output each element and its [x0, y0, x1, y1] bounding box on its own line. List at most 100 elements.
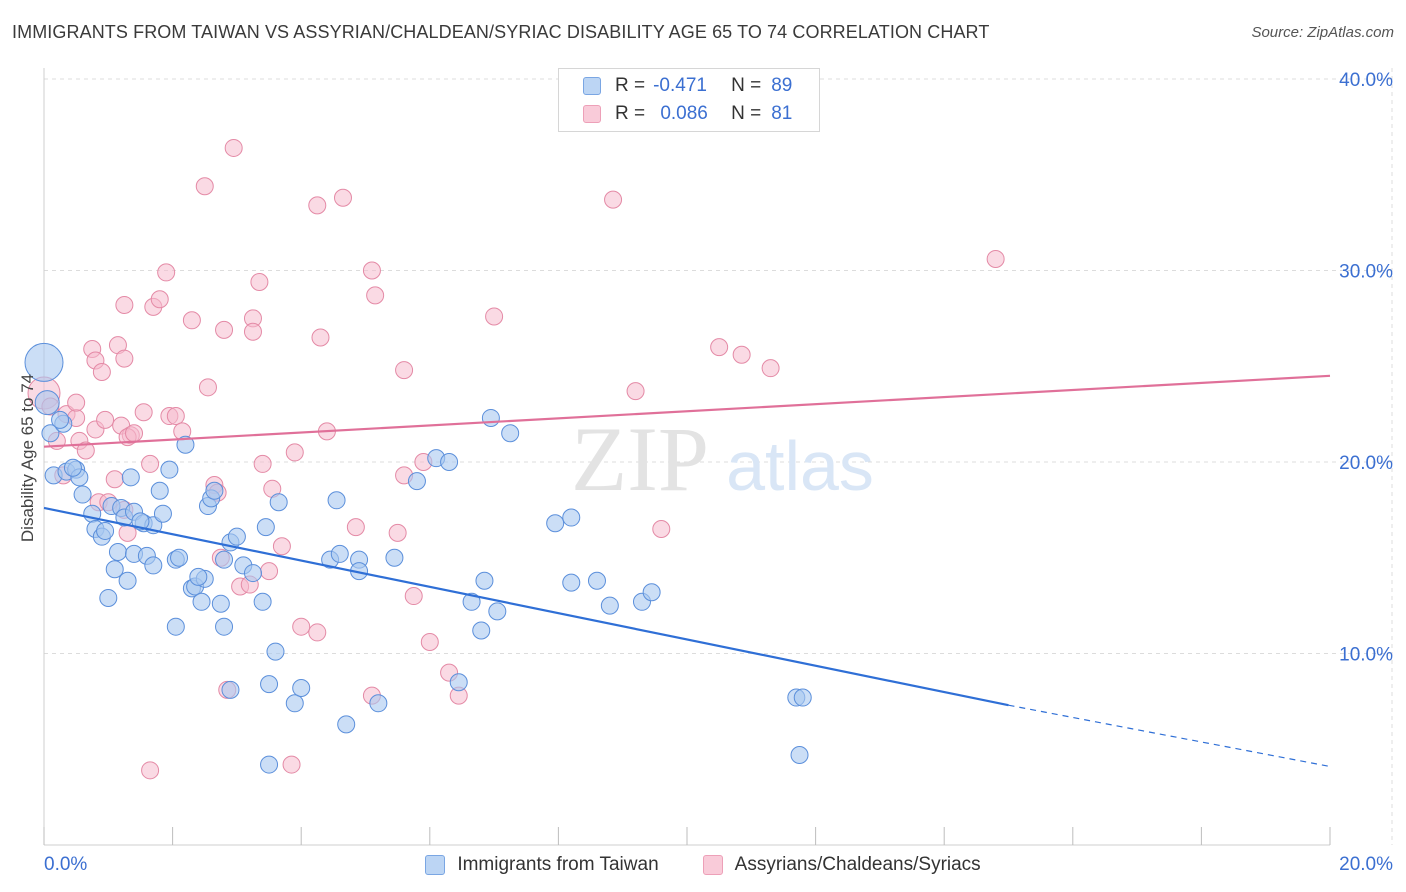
- point-taiwan: [73, 485, 92, 504]
- point-assyrians: [260, 562, 279, 581]
- series-taiwan-points: [24, 342, 812, 774]
- point-taiwan: [170, 548, 189, 567]
- point-assyrians: [282, 755, 301, 774]
- point-taiwan: [475, 571, 494, 590]
- point-taiwan: [166, 617, 185, 636]
- legend-label-assyrians: Assyrians/Chaldeans/Syriacs: [734, 854, 981, 875]
- point-taiwan: [118, 571, 137, 590]
- point-assyrians: [395, 361, 414, 380]
- point-taiwan: [369, 694, 388, 713]
- point-assyrians: [141, 454, 160, 473]
- point-taiwan: [488, 602, 507, 621]
- series-legend: Immigrants from Taiwan Assyrians/Chaldea…: [0, 850, 1406, 880]
- point-assyrians: [285, 443, 304, 462]
- point-taiwan: [642, 583, 661, 602]
- watermark-atlas: atlas: [726, 427, 874, 505]
- point-taiwan: [449, 673, 468, 692]
- point-assyrians: [366, 286, 385, 305]
- point-taiwan: [108, 543, 127, 562]
- point-assyrians: [604, 190, 623, 209]
- point-assyrians: [308, 623, 327, 642]
- point-assyrians: [253, 454, 272, 473]
- point-taiwan: [221, 680, 240, 699]
- y-axis-label: Disability Age 65 to 74: [18, 374, 37, 542]
- point-taiwan: [105, 560, 124, 579]
- point-taiwan: [153, 504, 172, 523]
- point-assyrians: [272, 537, 291, 556]
- point-taiwan: [330, 544, 349, 563]
- point-assyrians: [215, 320, 234, 339]
- point-assyrians: [76, 441, 95, 460]
- point-taiwan: [337, 715, 356, 734]
- point-taiwan: [215, 550, 234, 569]
- n-value-assyrians: 81: [771, 103, 793, 124]
- point-taiwan: [407, 472, 426, 491]
- r-label: R =: [615, 75, 646, 96]
- swatch-taiwan: [583, 77, 601, 95]
- point-assyrians: [115, 349, 134, 368]
- point-taiwan: [189, 567, 208, 586]
- point-taiwan: [327, 491, 346, 510]
- trend-line-taiwan: [43, 506, 1009, 707]
- x-tick-label: 20.0%: [1339, 854, 1393, 875]
- trend-line-taiwan-extension: [1008, 704, 1331, 768]
- legend-swatch-assyrians: [702, 855, 723, 875]
- point-taiwan: [176, 435, 195, 454]
- point-taiwan: [215, 617, 234, 636]
- point-taiwan: [243, 564, 262, 583]
- point-taiwan: [562, 508, 581, 527]
- y-tick-label: 20.0%: [1339, 453, 1393, 474]
- point-assyrians: [182, 311, 201, 330]
- trend-line-assyrians: [43, 374, 1331, 448]
- swatch-assyrians: [583, 105, 601, 123]
- point-taiwan: [144, 556, 163, 575]
- stats-row-taiwan: R = -0.471 N = 89: [583, 71, 792, 101]
- point-taiwan: [285, 694, 304, 713]
- point-assyrians: [92, 362, 111, 381]
- point-taiwan: [24, 342, 64, 382]
- n-label: N =: [731, 103, 762, 124]
- stats-legend: R = -0.471 N = 89 R = 0.086 N = 81: [558, 68, 820, 132]
- y-tick-label: 40.0%: [1339, 70, 1393, 91]
- point-taiwan: [546, 514, 565, 533]
- n-label: N =: [731, 75, 762, 96]
- watermark: ZIP atlas: [571, 408, 874, 510]
- point-taiwan: [131, 512, 150, 531]
- r-value-assyrians: 0.086: [660, 103, 708, 124]
- point-assyrians: [626, 382, 645, 401]
- point-taiwan: [462, 592, 481, 611]
- point-taiwan: [481, 408, 500, 427]
- point-assyrians: [96, 410, 115, 429]
- point-assyrians: [333, 188, 352, 207]
- point-taiwan: [790, 745, 809, 764]
- point-taiwan: [256, 518, 275, 537]
- point-assyrians: [243, 322, 262, 341]
- point-taiwan: [587, 571, 606, 590]
- point-assyrians: [652, 520, 671, 539]
- point-taiwan: [63, 458, 82, 477]
- point-taiwan: [227, 527, 246, 546]
- point-taiwan: [440, 453, 459, 471]
- point-taiwan: [600, 596, 619, 615]
- point-taiwan: [51, 410, 70, 429]
- point-taiwan: [34, 390, 60, 416]
- point-assyrians: [134, 403, 153, 422]
- point-taiwan: [260, 675, 279, 694]
- watermark-zip: ZIP: [571, 408, 709, 510]
- point-assyrians: [195, 177, 214, 196]
- legend-label-taiwan: Immigrants from Taiwan: [457, 854, 659, 875]
- point-assyrians: [485, 307, 504, 326]
- n-value-taiwan: 89: [771, 75, 793, 96]
- r-label: R =: [615, 103, 646, 124]
- point-assyrians: [292, 617, 311, 636]
- point-assyrians: [308, 196, 327, 215]
- r-value-taiwan: -0.471: [653, 75, 707, 96]
- point-assyrians: [67, 393, 86, 412]
- point-assyrians: [105, 470, 124, 489]
- point-taiwan: [211, 594, 230, 613]
- legend-item-taiwan: Immigrants from Taiwan: [425, 854, 659, 876]
- point-taiwan: [269, 493, 288, 512]
- point-taiwan: [385, 548, 404, 567]
- point-taiwan: [562, 573, 581, 592]
- point-taiwan: [96, 521, 115, 540]
